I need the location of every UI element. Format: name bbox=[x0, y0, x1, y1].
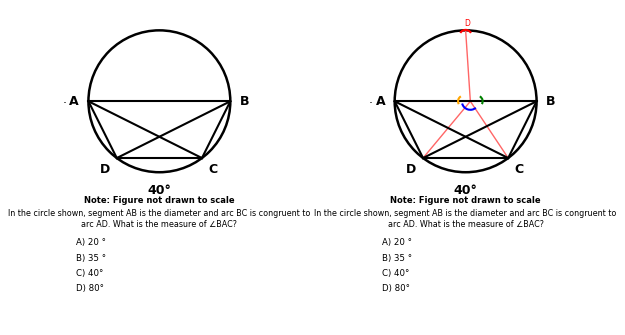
Text: arc AD. What is the measure of ∠BAC?: arc AD. What is the measure of ∠BAC? bbox=[81, 219, 238, 228]
Text: D: D bbox=[464, 19, 471, 28]
Text: B: B bbox=[546, 95, 556, 108]
Text: C: C bbox=[515, 163, 524, 176]
Text: D: D bbox=[100, 163, 110, 176]
Text: Note: Figure not drawn to scale: Note: Figure not drawn to scale bbox=[84, 196, 235, 205]
Text: In the circle shown, segment AB is the diameter and arc BC is congruent to: In the circle shown, segment AB is the d… bbox=[314, 209, 617, 218]
Text: 40°: 40° bbox=[454, 184, 478, 197]
Text: arc AD. What is the measure of ∠BAC?: arc AD. What is the measure of ∠BAC? bbox=[388, 219, 544, 228]
Text: 40°: 40° bbox=[148, 184, 171, 197]
Text: B) 35 °: B) 35 ° bbox=[76, 254, 106, 263]
Text: C) 40°: C) 40° bbox=[76, 269, 104, 278]
Text: .: . bbox=[369, 93, 373, 106]
Text: D) 80°: D) 80° bbox=[76, 284, 104, 293]
Text: .: . bbox=[62, 93, 67, 106]
Text: In the circle shown, segment AB is the diameter and arc BC is congruent to: In the circle shown, segment AB is the d… bbox=[8, 209, 311, 218]
Text: B) 35 °: B) 35 ° bbox=[382, 254, 412, 263]
Text: A: A bbox=[69, 95, 79, 108]
Text: D: D bbox=[406, 163, 416, 176]
Text: C: C bbox=[209, 163, 217, 176]
Text: D) 80°: D) 80° bbox=[382, 284, 411, 293]
Text: C) 40°: C) 40° bbox=[382, 269, 410, 278]
Text: Note: Figure not drawn to scale: Note: Figure not drawn to scale bbox=[390, 196, 541, 205]
Text: B: B bbox=[240, 95, 249, 108]
Text: A: A bbox=[376, 95, 385, 108]
Text: A) 20 °: A) 20 ° bbox=[382, 239, 412, 248]
Text: A) 20 °: A) 20 ° bbox=[76, 239, 106, 248]
